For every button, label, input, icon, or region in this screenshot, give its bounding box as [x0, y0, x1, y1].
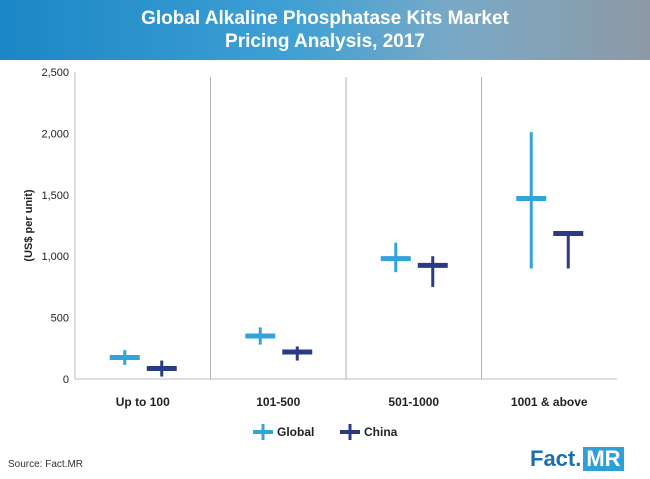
logo-text-mr: MR [583, 447, 624, 471]
y-tick-label: 500 [51, 313, 69, 325]
y-tick-label: 0 [63, 374, 69, 386]
chart-title-line-2: Pricing Analysis, 2017 [225, 31, 425, 52]
x-tick-label: 1001 & above [511, 395, 588, 409]
x-tick-label: Up to 100 [116, 395, 170, 409]
chart-title: Global Alkaline Phosphatase Kits Market … [0, 7, 650, 53]
y-axis-title: (US$ per unit) [23, 189, 35, 261]
logo-text-fact: Fact. [530, 446, 582, 471]
fact-mr-logo: Fact. MR [530, 446, 624, 472]
title-banner [0, 0, 650, 60]
legend-china-label: China [364, 425, 398, 439]
x-tick-label: 501-1000 [388, 395, 439, 409]
y-tick-label: 2,500 [41, 67, 69, 79]
source-note: Source: Fact.MR [8, 459, 84, 470]
x-tick-label: 101-500 [256, 395, 300, 409]
chart-title-line-1: Global Alkaline Phosphatase Kits Market [141, 8, 509, 29]
y-tick-label: 1,000 [41, 251, 69, 263]
y-tick-label: 1,500 [41, 190, 69, 202]
y-tick-label: 2,000 [41, 128, 69, 140]
legend-global-label: Global [277, 425, 314, 439]
